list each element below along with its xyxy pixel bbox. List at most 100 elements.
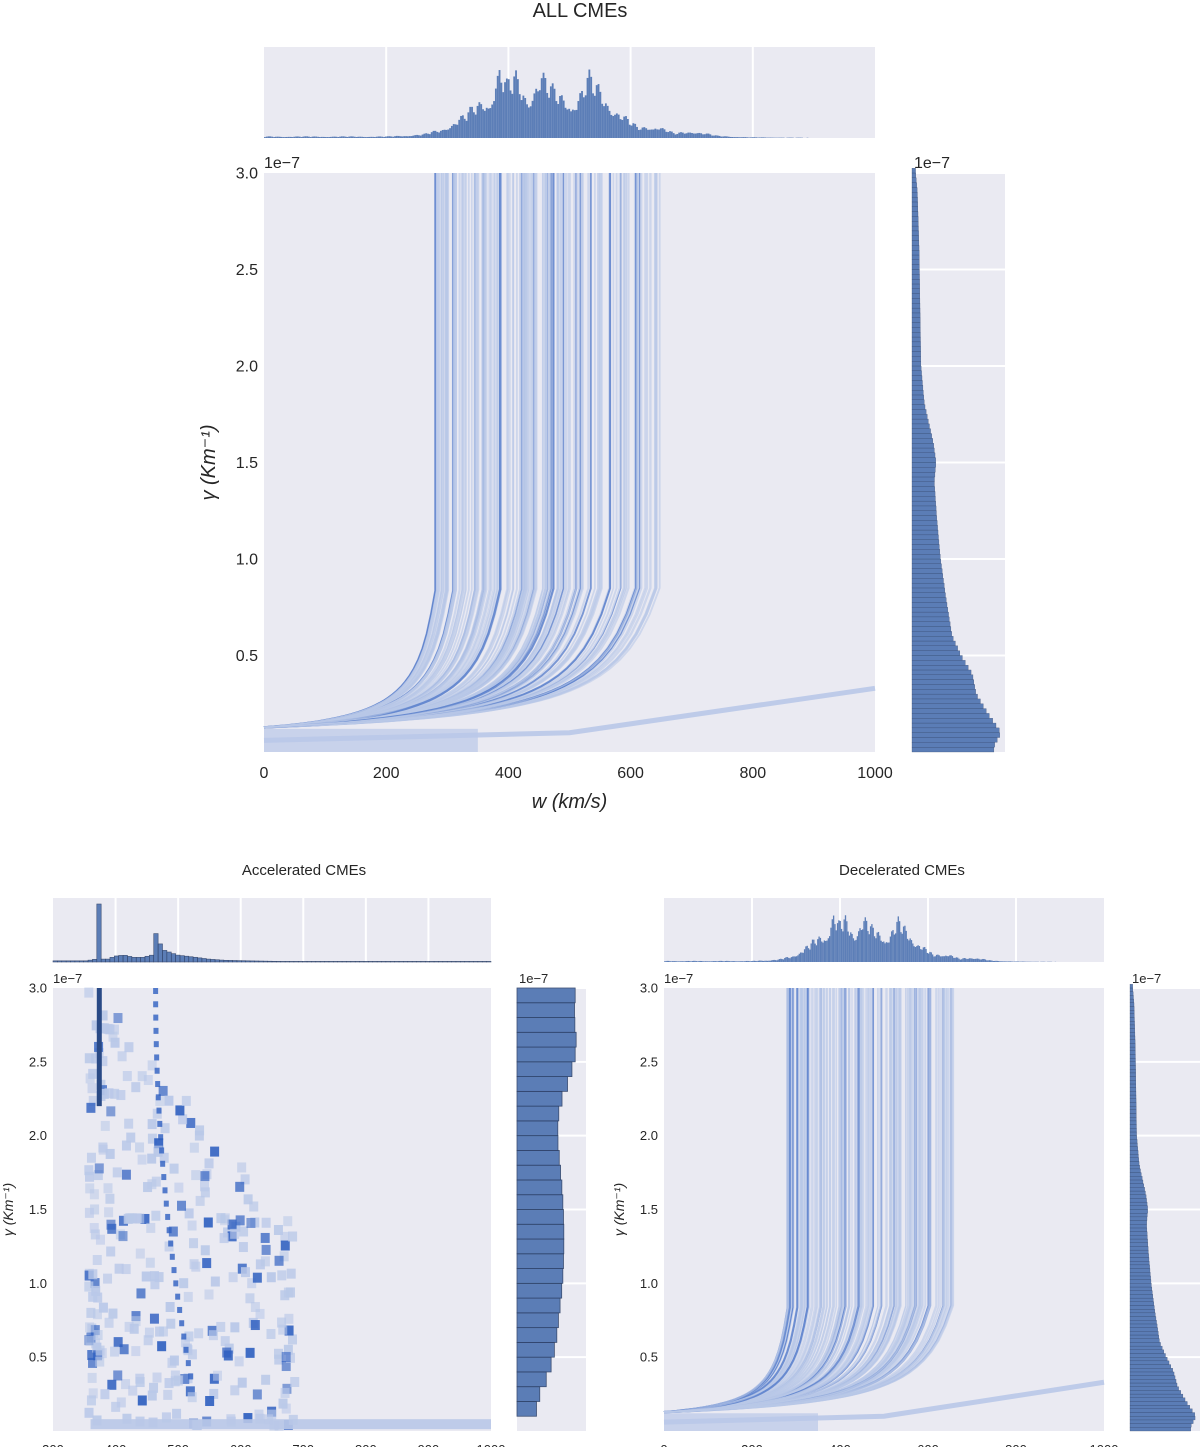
heatmap-cell <box>149 1382 159 1393</box>
marginal-y-bar <box>1129 1010 1135 1014</box>
marginal-x-bar <box>770 960 773 962</box>
marginal-x-bar <box>706 961 708 962</box>
marginal-y-bar <box>1129 1128 1137 1133</box>
heatmap-cell <box>278 1324 288 1335</box>
marginal-x-bar <box>744 137 747 138</box>
marginal-x-bar <box>999 961 1001 962</box>
marginal-x-bar <box>451 961 457 963</box>
marginal-x-bar <box>100 958 106 963</box>
marginal-y-bar <box>911 529 939 536</box>
marginal-x-bar <box>961 959 963 962</box>
marginal-x-bar <box>781 959 783 962</box>
marginal-x-bar <box>687 960 690 962</box>
marginal-x-bar <box>529 106 532 138</box>
marginal-x-bar <box>682 961 684 962</box>
marginal-y-bar <box>1129 1006 1135 1011</box>
marginal-y-bar <box>911 293 920 299</box>
decelerated-cmes-title: Decelerated CMEs <box>839 862 965 879</box>
marginal-y-bar <box>1129 1412 1195 1417</box>
marginal-y-bar <box>911 177 917 183</box>
heatmap-cell <box>118 1215 128 1226</box>
marginal-x-bar <box>282 137 285 138</box>
marginal-y-bar <box>516 1386 541 1402</box>
marginal-x-bar <box>513 76 516 138</box>
marginal-x-bar <box>406 136 409 138</box>
marginal-y-bar <box>1129 1198 1147 1203</box>
marginal-x-bar <box>901 933 903 962</box>
heatmap-cell <box>103 1183 113 1194</box>
marginal-y-bar <box>911 544 940 550</box>
marginal-x-bar <box>838 920 840 962</box>
marginal-y-bar <box>1129 1375 1176 1380</box>
marginal-x-bar <box>704 961 707 962</box>
heatmap-cell <box>194 1130 204 1141</box>
marginal-x-bar <box>559 96 561 138</box>
dec-x-tick-label: 0 <box>660 1442 667 1447</box>
heatmap-cell <box>185 1386 195 1397</box>
marginal-x-bar <box>542 72 545 138</box>
marginal-x-bar <box>560 95 563 138</box>
heatmap-cell <box>200 1187 210 1198</box>
marginal-x-bar <box>711 961 713 962</box>
marginal-y-bar <box>516 1076 568 1092</box>
marginal-x-bar <box>975 958 977 962</box>
marginal-x-bar <box>842 931 844 962</box>
marginal-y-bar <box>1129 1334 1159 1339</box>
dec-y-tick-label: 1.5 <box>640 1202 658 1217</box>
marginal-x-bar <box>935 954 938 962</box>
marginal-x-bar <box>970 958 972 962</box>
marginal-y-bar <box>1129 1035 1136 1040</box>
marginal-x-bar <box>384 136 387 138</box>
marginal-x-bar <box>236 960 242 963</box>
marginal-x-bar <box>971 958 973 962</box>
marginal-x-bar <box>846 921 848 962</box>
heatmap-cell <box>185 1360 191 1367</box>
heatmap-cell <box>108 1031 118 1042</box>
marginal-x-bar <box>689 132 692 138</box>
marginal-x-bar <box>265 136 268 138</box>
marginal-x-bar <box>295 136 297 138</box>
heatmap-cell <box>181 1095 191 1106</box>
marginal-y-bar <box>1129 1382 1178 1387</box>
marginal-x-bar <box>984 959 987 962</box>
marginal-x-bar <box>663 129 666 138</box>
marginal-y-bar <box>516 1105 560 1122</box>
heatmap-cell <box>147 1153 157 1164</box>
dec-x-tick-label: 400 <box>829 1442 851 1447</box>
heatmap-cell <box>98 1010 108 1021</box>
marginal-y-bar <box>1129 1253 1149 1258</box>
marginal-y-bar <box>911 307 921 314</box>
marginal-x-bar <box>419 135 422 138</box>
marginal-x-bar <box>608 110 611 138</box>
marginal-x-bar <box>586 77 589 138</box>
all-x-tick-label: 0 <box>260 765 269 782</box>
marginal-y-bar <box>911 187 918 193</box>
marginal-x-bar <box>885 942 888 962</box>
marginal-y-bar <box>911 578 944 584</box>
marginal-x-bar <box>621 119 624 138</box>
marginal-y-bar <box>1129 1172 1142 1177</box>
marginal-x-bar <box>376 961 382 963</box>
marginal-x-bar <box>83 960 89 963</box>
marginal-x-bar <box>968 958 971 962</box>
marginal-x-bar <box>667 960 670 962</box>
marginal-y-bar <box>1129 1283 1152 1288</box>
marginal-x-bar <box>683 133 686 138</box>
marginal-y-bar <box>516 1356 552 1373</box>
marginal-x-bar <box>797 955 799 962</box>
marginal-x-bar <box>318 137 321 138</box>
marginal-x-bar <box>273 137 275 138</box>
marginal-x-bar <box>916 946 918 962</box>
marginal-x-bar <box>201 958 207 963</box>
marginal-y-bar <box>911 351 921 357</box>
acc-y-tick-label: 2.0 <box>29 1128 47 1143</box>
all-y-tick-label: 1.5 <box>236 455 258 472</box>
marginal-x-bar <box>864 917 866 962</box>
acc-y-tick-label: 0.5 <box>29 1350 47 1365</box>
heatmap-cell <box>88 1357 98 1368</box>
marginal-x-bar <box>678 132 681 138</box>
marginal-x-bar <box>206 958 211 963</box>
marginal-y-bar <box>911 399 925 405</box>
marginal-x-bar <box>335 136 338 138</box>
marginal-x-bar <box>683 961 686 962</box>
